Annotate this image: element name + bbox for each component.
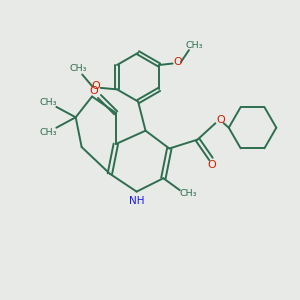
- Text: O: O: [91, 81, 100, 92]
- Text: O: O: [90, 86, 98, 96]
- Text: O: O: [207, 160, 216, 170]
- Text: CH₃: CH₃: [40, 98, 57, 107]
- Text: CH₃: CH₃: [185, 40, 203, 50]
- Text: CH₃: CH₃: [70, 64, 87, 73]
- Text: CH₃: CH₃: [180, 189, 197, 198]
- Text: CH₃: CH₃: [40, 128, 57, 137]
- Text: O: O: [174, 57, 182, 67]
- Text: NH: NH: [130, 196, 145, 206]
- Text: O: O: [216, 115, 225, 125]
